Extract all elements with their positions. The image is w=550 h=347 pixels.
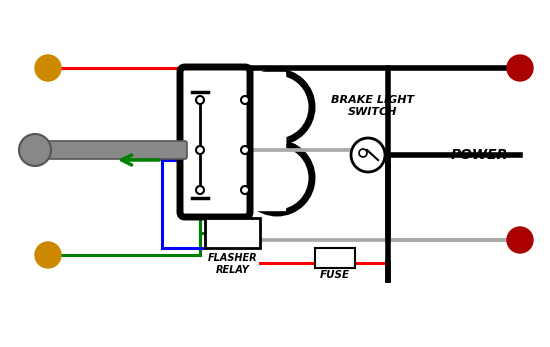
Circle shape [241,96,249,104]
Circle shape [196,186,204,194]
Text: BRAKE LIGHT
SWITCH: BRAKE LIGHT SWITCH [332,95,415,117]
FancyBboxPatch shape [180,67,250,217]
Circle shape [242,143,312,213]
Circle shape [507,227,533,253]
Text: POWER: POWER [451,148,508,162]
Text: FLASHER
RELAY: FLASHER RELAY [208,253,257,274]
FancyBboxPatch shape [33,141,187,159]
Circle shape [351,138,385,172]
Circle shape [196,96,204,104]
Bar [240,113,285,143]
Bar [205,218,260,248]
Circle shape [35,55,61,81]
Circle shape [241,186,249,194]
Circle shape [19,134,51,166]
Circle shape [35,242,61,268]
Circle shape [359,149,367,157]
Circle shape [241,146,249,154]
Circle shape [196,146,204,154]
Circle shape [242,72,312,142]
Bar [240,72,285,210]
Text: FUSE: FUSE [320,270,350,280]
Circle shape [507,55,533,81]
Bar [315,248,355,268]
